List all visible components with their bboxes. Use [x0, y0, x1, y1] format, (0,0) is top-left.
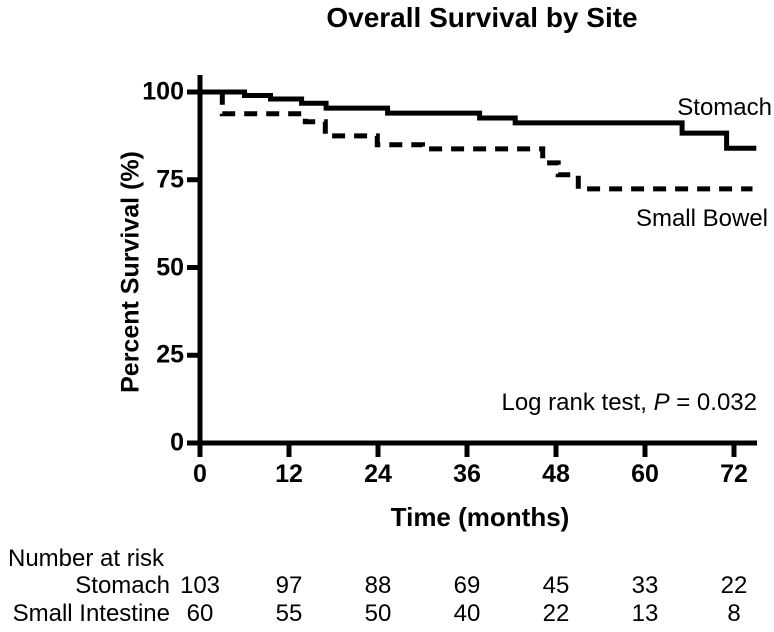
y-tick-label: 0 — [170, 428, 184, 457]
series-label-stomach: Stomach — [677, 94, 772, 121]
risk-count: 22 — [720, 572, 748, 599]
risk-count: 8 — [727, 600, 741, 627]
risk-count: 13 — [631, 600, 659, 627]
survival-curves — [200, 89, 757, 192]
x-tick-label: 0 — [193, 460, 207, 488]
axes — [197, 75, 757, 446]
risk-count: 97 — [275, 572, 303, 599]
risk-count: 103 — [179, 572, 221, 599]
x-tick-label: 72 — [720, 460, 748, 488]
risk-count: 45 — [542, 572, 570, 599]
y-tick-label: 25 — [156, 340, 184, 369]
risk-count: 33 — [631, 572, 659, 599]
risk-count: 69 — [453, 572, 481, 599]
risk-row-label: Small Intestine — [12, 600, 170, 627]
x-axis-label: Time (months) — [390, 502, 570, 532]
risk-count: 88 — [364, 572, 392, 599]
y-tick-label: 100 — [142, 77, 184, 106]
axis-ticks — [187, 89, 737, 457]
chart-title: Overall Survival by Site — [326, 2, 638, 33]
x-tick-label: 48 — [542, 460, 570, 488]
survival-curve-small-bowel — [200, 89, 753, 192]
annotation-value: = 0.032 — [669, 389, 757, 416]
annotation-prefix: Log rank test, — [501, 389, 654, 416]
risk-count: 60 — [186, 600, 214, 627]
log-rank-annotation: Log rank test, P = 0.032 — [501, 389, 757, 417]
risk-row-label: Stomach — [75, 572, 170, 599]
x-tick-label: 24 — [364, 460, 392, 488]
x-tick-label: 12 — [275, 460, 303, 488]
y-tick-label: 50 — [156, 253, 184, 281]
x-tick-label: 36 — [453, 460, 481, 488]
x-tick-label: 60 — [631, 460, 659, 488]
y-axis-label: Percent Survival (%) — [116, 151, 145, 393]
risk-count: 50 — [364, 600, 392, 627]
y-tick-label: 75 — [156, 165, 184, 194]
number-at-risk-heading: Number at risk — [8, 545, 165, 572]
survival-curve-stomach — [200, 89, 757, 151]
risk-count: 55 — [275, 600, 303, 627]
risk-count: 40 — [453, 600, 481, 627]
risk-count: 22 — [542, 600, 570, 627]
annotation-p-symbol: P — [653, 389, 670, 416]
series-label-small-bowel: Small Bowel — [635, 205, 768, 232]
